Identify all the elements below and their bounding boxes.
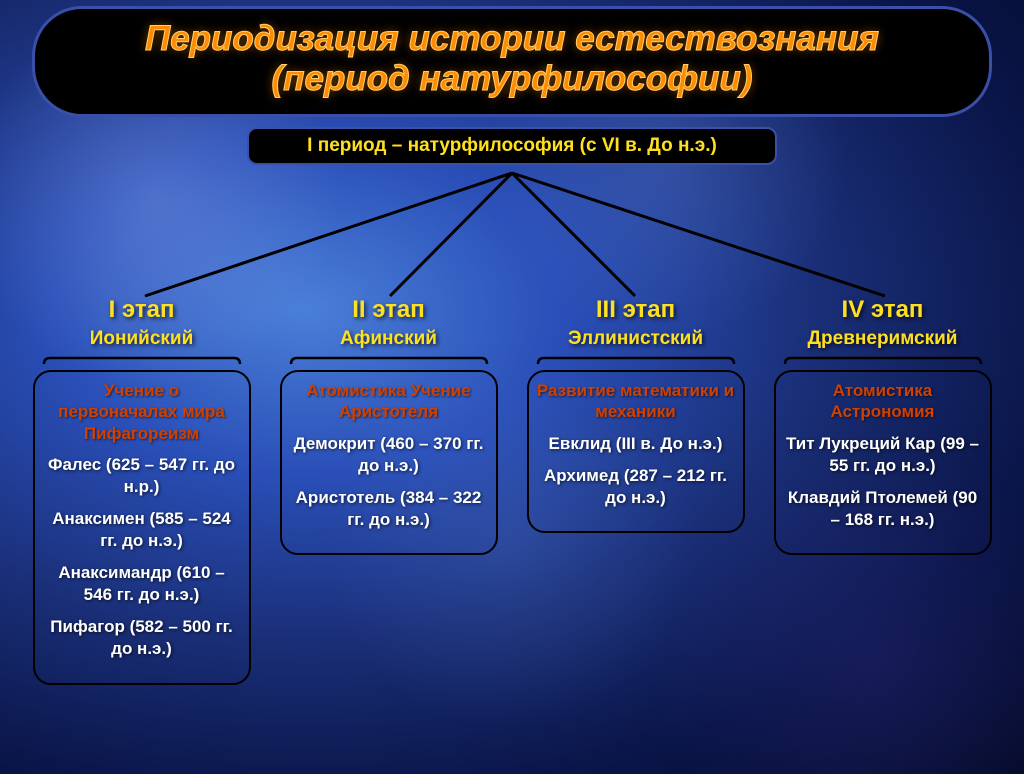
stage-sub: Афинский	[340, 328, 437, 350]
stage-divider	[289, 356, 489, 366]
stage-1: I этап Ионийский Учение о первоначалах мир…	[29, 296, 255, 685]
stage-box: Атомистика Учение Аристотеля Демокрит (46…	[280, 370, 498, 555]
connector-lines	[0, 168, 1024, 308]
stage-header: I этап	[109, 296, 175, 324]
stage-divider	[783, 356, 983, 366]
stage-sub: Древнеримский	[808, 328, 958, 350]
stage-divider	[42, 356, 242, 366]
person: Анаксимен (585 – 524 гг. до н.э.)	[43, 508, 241, 552]
stage-4: IV этап Древнеримский Атомистика Астрономи…	[770, 296, 996, 685]
stage-theme: Учение о первоначалах мира Пифагореизм	[43, 380, 241, 444]
person: Архимед (287 – 212 гг. до н.э.)	[537, 465, 735, 509]
stage-divider	[536, 356, 736, 366]
stage-theme: Атомистика Астрономия	[784, 380, 982, 423]
stage-sub: Ионийский	[90, 328, 194, 350]
stage-box: Атомистика Астрономия Тит Лукреций Кар (9…	[774, 370, 992, 555]
person: Демокрит (460 – 370 гг. до н.э.)	[290, 433, 488, 477]
title-panel: Периодизация истории естествознания (пер…	[32, 6, 992, 117]
title-line1: Периодизация истории естествознания	[55, 19, 969, 59]
person: Клавдий Птолемей (90 – 168 гг. н.э.)	[784, 487, 982, 531]
person: Аристотель (384 – 322 гг. до н.э.)	[290, 487, 488, 531]
stage-box: Учение о первоначалах мира Пифагореизм Фа…	[33, 370, 251, 685]
person: Пифагор (582 – 500 гг. до н.э.)	[43, 616, 241, 660]
period-box: I период – натурфилософия (с VI в. До н.…	[247, 127, 777, 165]
person: Тит Лукреций Кар (99 – 55 гг. до н.э.)	[784, 433, 982, 477]
stage-3: III этап Эллинистский Развитие математики …	[523, 296, 749, 685]
title-line2: (период натурфилософии)	[55, 59, 969, 99]
person: Анаксимандр (610 – 546 гг. до н.э.)	[43, 562, 241, 606]
person: Евклид (III в. До н.э.)	[537, 433, 735, 455]
stage-theme: Развитие математики и механики	[537, 380, 735, 423]
stage-header: III этап	[596, 296, 675, 324]
person: Фалес (625 – 547 гг. до н.р.)	[43, 454, 241, 498]
stages-row: I этап Ионийский Учение о первоначалах мир…	[0, 296, 1024, 685]
stage-header: II этап	[352, 296, 425, 324]
stage-sub: Эллинистский	[568, 328, 703, 350]
stage-header: IV этап	[842, 296, 924, 324]
stage-2: II этап Афинский Атомистика Учение Аристот…	[276, 296, 502, 685]
stage-theme: Атомистика Учение Аристотеля	[290, 380, 488, 423]
stage-box: Развитие математики и механики Евклид (II…	[527, 370, 745, 533]
